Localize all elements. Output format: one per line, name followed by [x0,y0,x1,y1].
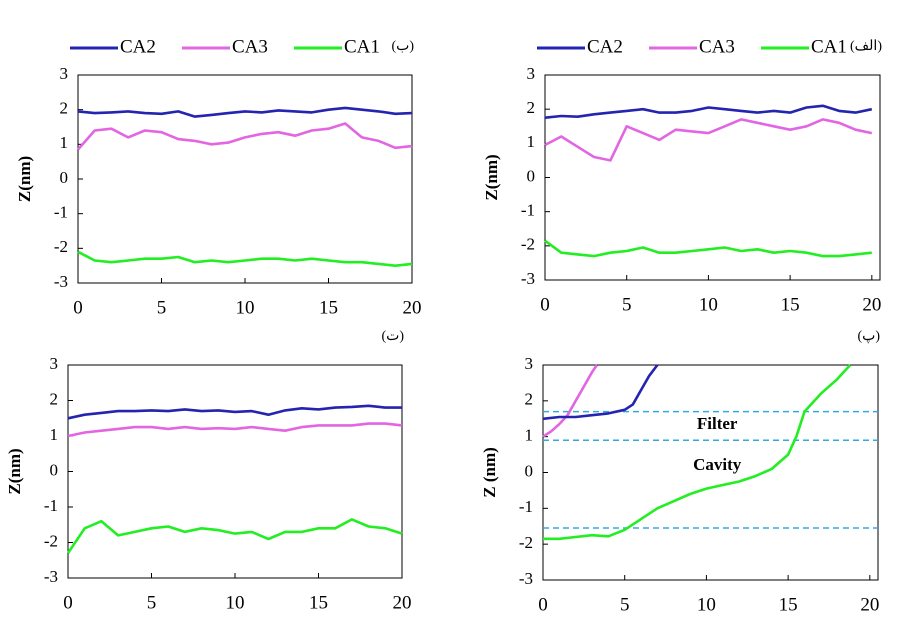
y-tick-label: 0 [50,460,59,479]
panel-label: (ت) [381,329,404,344]
x-tick-label: 5 [620,594,630,615]
plot-frame [67,364,403,579]
y-tick-label: 2 [50,389,59,408]
panel-label: (الف) [850,39,882,54]
data-line [542,364,598,438]
x-tick-label: 0 [63,592,73,613]
legend-label: CA2 [120,36,156,57]
y-tick-label: -3 [519,569,533,588]
y-tick-label: 1 [527,132,536,151]
data-line [544,239,872,258]
y-tick-label: 3 [60,64,69,83]
y-tick-label: 1 [525,426,534,445]
annotation: Cavity [693,455,742,474]
y-axis-label: Z(nm) [15,156,34,202]
x-tick-label: 20 [403,297,422,318]
x-tick-label: 15 [781,294,800,315]
data-line [67,422,403,438]
x-tick-label: 20 [860,594,879,615]
plot-frame [77,74,413,284]
x-tick-label: 5 [622,294,632,315]
y-axis-label: Z(nm) [482,154,501,200]
data-line [542,364,659,421]
y-tick-label: -1 [54,203,68,222]
data-line [77,122,413,151]
data-line [77,106,413,118]
x-tick-label: 15 [779,594,798,615]
y-axis-label: Z(nm) [5,448,24,494]
data-line [67,404,402,420]
y-tick-label: 3 [525,354,534,373]
x-tick-label: 10 [226,592,245,613]
data-line [543,364,852,541]
x-tick-label: 10 [697,594,716,615]
x-tick-label: 10 [699,294,718,315]
panel-label: (پ) [857,329,880,344]
x-tick-label: 20 [393,592,412,613]
x-tick-label: 5 [147,592,157,613]
y-tick-label: 2 [60,99,69,118]
data-line [77,250,413,267]
x-tick-label: 5 [157,297,167,318]
y-tick-label: -3 [521,269,535,288]
annotation: Filter [697,414,738,433]
legend-label: CA3 [699,36,735,57]
y-tick-label: -2 [521,235,535,254]
y-tick-label: 0 [527,166,536,185]
y-tick-label: -1 [521,201,535,220]
panel-label: (ب) [391,39,414,54]
data-line [544,104,873,119]
y-tick-label: 3 [527,64,536,83]
y-tick-label: 2 [525,390,534,409]
y-tick-label: 1 [60,133,69,152]
y-tick-label: -1 [44,496,58,515]
legend-label: CA2 [587,36,623,57]
y-tick-label: 0 [525,461,534,480]
x-tick-label: 0 [540,294,550,315]
data-line [544,118,873,162]
y-tick-label: -1 [519,497,533,516]
y-tick-label: -2 [44,531,58,550]
x-tick-label: 0 [538,594,548,615]
legend-label: CA3 [232,36,268,57]
x-tick-label: 20 [862,294,881,315]
x-tick-label: 0 [73,297,83,318]
y-tick-label: -3 [54,272,68,291]
y-tick-label: -2 [54,237,68,256]
x-tick-label: 10 [236,297,255,318]
y-tick-label: 2 [527,98,536,117]
y-tick-label: 0 [60,168,69,187]
data-line [66,518,403,554]
legend-label: CA1 [811,36,847,57]
y-tick-label: 3 [50,354,59,373]
y-tick-label: 1 [50,425,59,444]
x-tick-label: 15 [309,592,328,613]
legend-label: CA1 [344,36,380,57]
y-tick-label: -3 [44,567,58,586]
y-tick-label: -2 [519,533,533,552]
y-axis-label: Z (nm) [480,447,499,498]
x-tick-label: 15 [319,297,338,318]
